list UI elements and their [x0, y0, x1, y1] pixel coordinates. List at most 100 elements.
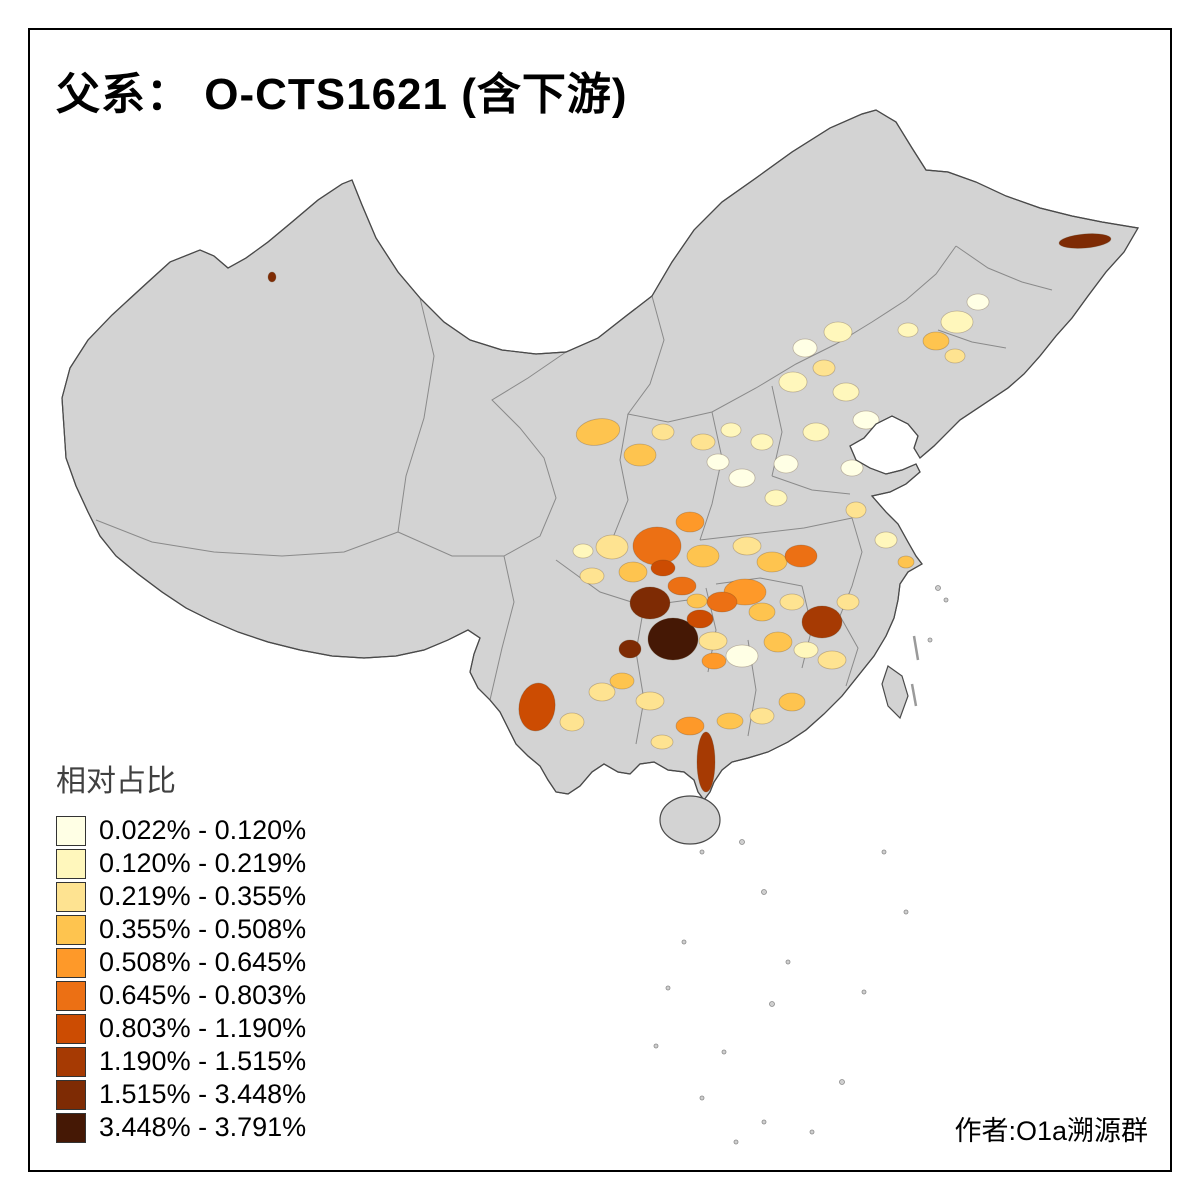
legend-row: 0.120% - 0.219% [56, 847, 306, 880]
prefecture-region [618, 639, 642, 659]
prefecture-region [802, 422, 830, 442]
prefecture-region [651, 423, 675, 441]
prefecture-region [575, 418, 621, 446]
prefecture-region [728, 468, 756, 488]
legend-label: 0.803% - 1.190% [99, 1013, 307, 1043]
legend-label: 3.448% - 3.791% [99, 1112, 307, 1142]
prefecture-region [650, 559, 676, 577]
legend-swatch [56, 1112, 86, 1143]
prefecture-region [966, 293, 990, 311]
prefecture-region [869, 441, 895, 459]
legend-swatch [56, 848, 86, 879]
prefecture-region [650, 734, 674, 750]
colored-prefecture-regions [267, 233, 1112, 793]
prefecture-region [518, 682, 556, 732]
prefecture-region [944, 348, 966, 364]
prefecture-region [635, 691, 665, 711]
prefecture-region [725, 644, 759, 668]
legend-swatch [56, 914, 86, 945]
author-credit: 作者:O1a溯源群 [954, 1116, 1148, 1146]
legend-label: 0.508% - 0.645% [99, 947, 307, 977]
prefecture-region [897, 555, 915, 569]
legend-row: 0.355% - 0.508% [56, 913, 306, 946]
prefecture-region [732, 536, 762, 556]
prefecture-region [572, 543, 594, 559]
prefecture-region [922, 331, 950, 351]
prefecture-region [690, 433, 716, 451]
legend-swatch [56, 881, 86, 912]
prefecture-region [773, 454, 799, 474]
legend-title: 相对占比 [56, 765, 176, 798]
legend-label: 0.022% - 0.120% [99, 815, 307, 845]
prefecture-region [874, 531, 898, 549]
prefecture-region [686, 609, 714, 629]
legend-swatch [56, 1079, 86, 1110]
prefecture-region [701, 652, 727, 670]
legend-label: 1.190% - 1.515% [99, 1046, 307, 1076]
prefecture-region [897, 322, 919, 338]
legend: 相对占比 0.022% - 0.120% 0.120% - 0.219% 0.219… [56, 756, 306, 1144]
prefecture-region [675, 511, 705, 533]
coastline-overlay [61, 109, 1139, 801]
taiwan-island [881, 665, 909, 720]
legend-label: 0.120% - 0.219% [99, 848, 307, 878]
prefecture-region [706, 591, 738, 613]
prefecture-region [686, 593, 708, 609]
prefecture-region [792, 338, 818, 358]
legend-row: 0.803% - 1.190% [56, 1012, 306, 1045]
map-title: 父系： O-CTS1621 (含下游) [56, 70, 628, 119]
prefecture-region [764, 489, 788, 507]
legend-label: 0.355% - 0.508% [99, 914, 307, 944]
legend-label: 1.515% - 3.448% [99, 1079, 307, 1109]
prefecture-region [595, 534, 629, 560]
legend-label: 0.219% - 0.355% [99, 881, 307, 911]
legend-row: 1.190% - 1.515% [56, 1045, 306, 1078]
prefecture-region [763, 631, 793, 653]
prefecture-region [801, 605, 843, 639]
prefecture-region [675, 716, 705, 736]
prefecture-region [940, 310, 974, 334]
prefecture-region [812, 359, 836, 377]
prefecture-region [716, 712, 744, 730]
prefecture-region [632, 526, 682, 566]
prefecture-region [840, 459, 864, 477]
prefecture-region [667, 576, 697, 596]
prefecture-region [579, 567, 605, 585]
prefecture-region [832, 382, 860, 402]
prefecture-region [696, 731, 716, 793]
prefecture-region [756, 551, 788, 573]
prefecture-region [706, 453, 730, 471]
prefecture-region [836, 593, 860, 611]
hainan-island [659, 795, 721, 845]
prefecture-region [588, 682, 616, 702]
prefecture-region [698, 631, 728, 651]
prefecture-region [623, 443, 657, 467]
prefecture-region [779, 593, 805, 611]
prefecture-region [845, 501, 867, 519]
prefecture-region [647, 617, 699, 661]
legend-swatch [56, 947, 86, 978]
legend-label: 0.645% - 0.803% [99, 980, 307, 1010]
legend-swatch [56, 980, 86, 1011]
legend-swatch [56, 815, 86, 846]
prefecture-region [817, 650, 847, 670]
prefecture-region [559, 712, 585, 732]
legend-row: 3.448% - 3.791% [56, 1111, 306, 1144]
prefecture-region [778, 692, 806, 712]
prefecture-region [686, 544, 720, 568]
legend-swatch [56, 1046, 86, 1077]
prefecture-region [629, 586, 671, 620]
prefecture-region [823, 321, 853, 343]
prefecture-region [618, 561, 648, 583]
legend-row: 0.219% - 0.355% [56, 880, 306, 913]
legend-swatch [56, 1013, 86, 1044]
prefecture-region [793, 641, 819, 659]
prefecture-region [852, 410, 880, 430]
prefecture-region [748, 602, 776, 622]
prefecture-region [778, 371, 808, 393]
prefecture-region [784, 544, 818, 568]
legend-row: 0.508% - 0.645% [56, 946, 306, 979]
prefecture-region [609, 672, 635, 690]
